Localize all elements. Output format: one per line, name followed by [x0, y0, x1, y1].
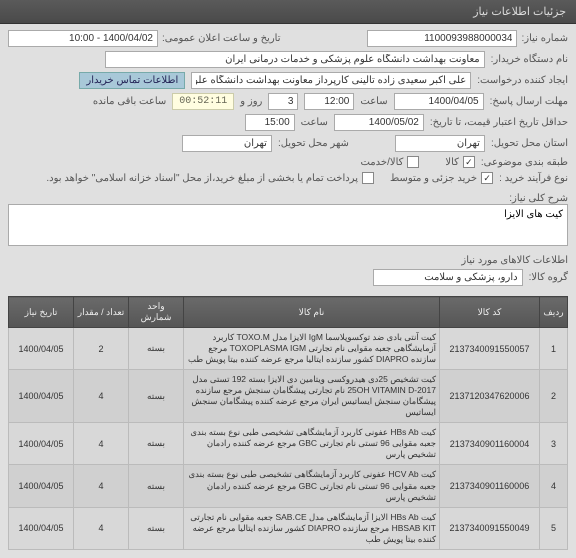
- table-cell: 4: [540, 465, 568, 507]
- budget-checkbox-2[interactable]: [407, 156, 419, 168]
- table-row[interactable]: 32137340901160004کیت HBs Ab عفونی کاربرد…: [9, 423, 568, 465]
- form-section: شماره نیاز: تاریخ و ساعت اعلان عمومی: نا…: [0, 24, 576, 296]
- announce-input[interactable]: [8, 30, 158, 47]
- announce-label: تاریخ و ساعت اعلان عمومی:: [162, 33, 281, 44]
- table-cell: 4: [74, 507, 129, 549]
- table-cell: 2137340091550057: [440, 328, 540, 370]
- table-cell: بسته: [129, 465, 184, 507]
- deadline-label: مهلت ارسال پاسخ:: [490, 96, 568, 107]
- process-checkbox-note[interactable]: [362, 172, 374, 184]
- city-input[interactable]: [182, 135, 272, 152]
- table-cell: 1400/04/05: [9, 370, 74, 423]
- creator-label: ایجاد کننده درخواست:: [477, 75, 568, 86]
- table-header-row: ردیف کد کالا نام کالا واحد شمارش تعداد /…: [9, 297, 568, 328]
- buyer-input[interactable]: [105, 51, 485, 68]
- budget-item1: کالا: [445, 157, 459, 168]
- contact-tab-button[interactable]: اطلاعات تماس خریدار: [79, 72, 185, 89]
- deadline-time-input[interactable]: [304, 93, 354, 110]
- col-4: تعداد / مقدار: [74, 297, 129, 328]
- table-cell: 1400/04/05: [9, 507, 74, 549]
- items-table-wrap: ردیف کد کالا نام کالا واحد شمارش تعداد /…: [0, 296, 576, 558]
- day-label: روز و: [240, 96, 262, 107]
- buyer-label: نام دستگاه خریدار:: [491, 54, 568, 65]
- col-0: ردیف: [540, 297, 568, 328]
- table-cell: 1: [540, 328, 568, 370]
- table-cell: 2137340091550049: [440, 507, 540, 549]
- table-cell: 1400/04/05: [9, 423, 74, 465]
- table-cell: بسته: [129, 370, 184, 423]
- table-cell: 2: [540, 370, 568, 423]
- countdown-timer: 00:52:11: [172, 93, 234, 110]
- table-cell: 2137340901160004: [440, 423, 540, 465]
- table-cell: 4: [74, 423, 129, 465]
- table-cell: بسته: [129, 507, 184, 549]
- table-cell: بسته: [129, 423, 184, 465]
- group-label: گروه کالا:: [529, 272, 568, 283]
- table-cell: 2137340901160006: [440, 465, 540, 507]
- table-row[interactable]: 22137120347620006کیت تشخیص 25دی هیدروکسی…: [9, 370, 568, 423]
- city-label: شهر محل تحویل:: [278, 138, 349, 149]
- table-cell: 2137120347620006: [440, 370, 540, 423]
- table-row[interactable]: 42137340901160006کیت HCV Ab عفونی کاربرد…: [9, 465, 568, 507]
- table-cell: کیت HBs Ab الایزا آزمایشگاهی مدل SAB.CE …: [184, 507, 440, 549]
- table-cell: 5: [540, 507, 568, 549]
- delivery-loc-input[interactable]: [395, 135, 485, 152]
- table-cell: 4: [74, 370, 129, 423]
- need-no-input[interactable]: [367, 30, 517, 47]
- process-note: پرداخت تمام یا بخشی از مبلغ خرید،از محل …: [46, 173, 358, 184]
- budget-label: طبقه بندی موضوعی:: [481, 157, 568, 168]
- process-label: نوع فرآیند خرید :: [499, 173, 568, 184]
- validity-time-input[interactable]: [245, 114, 295, 131]
- desc-label: شرح کلی نیاز:: [509, 193, 568, 204]
- time-label-2: ساعت: [301, 117, 328, 128]
- group-input[interactable]: [373, 269, 523, 286]
- table-cell: کیت آنتی بادی ضد توکسوپلاسما IgM الایزا …: [184, 328, 440, 370]
- time-label-1: ساعت: [360, 96, 387, 107]
- validity-date-input[interactable]: [334, 114, 424, 131]
- table-cell: کیت HBs Ab عفونی کاربرد آزمایشگاهی تشخیص…: [184, 423, 440, 465]
- table-cell: کیت تشخیص 25دی هیدروکسی ویتامین دی الایز…: [184, 370, 440, 423]
- panel-title: جزئیات اطلاعات نیاز: [473, 6, 566, 18]
- process-item1: خرید جزئی و متوسط: [390, 173, 477, 184]
- desc-textarea[interactable]: [8, 204, 568, 246]
- table-cell: کیت HCV Ab عفونی کاربرد آزمایشگاهی تشخیص…: [184, 465, 440, 507]
- process-checkbox-1[interactable]: [481, 172, 493, 184]
- table-row[interactable]: 12137340091550057کیت آنتی بادی ضد توکسوپ…: [9, 328, 568, 370]
- col-1: کد کالا: [440, 297, 540, 328]
- table-cell: 2: [74, 328, 129, 370]
- day-count-input[interactable]: [268, 93, 298, 110]
- table-cell: 4: [74, 465, 129, 507]
- timer-label: ساعت باقی مانده: [93, 96, 166, 107]
- deadline-date-input[interactable]: [394, 93, 484, 110]
- table-cell: 3: [540, 423, 568, 465]
- creator-input[interactable]: [191, 72, 471, 89]
- delivery-loc-label: استان محل تحویل:: [491, 138, 568, 149]
- items-title: اطلاعات کالاهای مورد نیاز: [8, 255, 568, 266]
- col-3: واحد شمارش: [129, 297, 184, 328]
- need-no-label: شماره نیاز:: [521, 33, 568, 44]
- table-cell: بسته: [129, 328, 184, 370]
- table-cell: 1400/04/05: [9, 328, 74, 370]
- table-row[interactable]: 52137340091550049کیت HBs Ab الایزا آزمای…: [9, 507, 568, 549]
- panel-header: جزئیات اطلاعات نیاز: [0, 0, 576, 24]
- table-cell: 1400/04/05: [9, 465, 74, 507]
- col-5: تاریخ نیاز: [9, 297, 74, 328]
- validity-label: حداقل تاریخ اعتبار قیمت، تا تاریخ:: [430, 117, 568, 128]
- budget-checkbox-1[interactable]: [463, 156, 475, 168]
- col-2: نام کالا: [184, 297, 440, 328]
- items-table: ردیف کد کالا نام کالا واحد شمارش تعداد /…: [8, 296, 568, 550]
- budget-item2: کالا/خدمت: [360, 157, 403, 168]
